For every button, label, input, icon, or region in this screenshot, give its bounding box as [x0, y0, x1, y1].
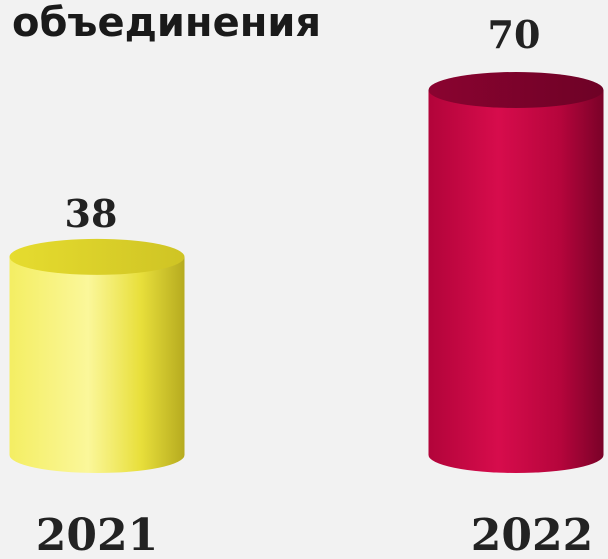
bar-2022: [428, 72, 604, 473]
bar-body-2022: [428, 90, 604, 473]
chart-title: объединения: [12, 0, 321, 46]
category-label-2022: 2022: [471, 510, 593, 559]
data-label-2021: 38: [65, 191, 118, 236]
bars-layer: 38 2021 70 2022: [9, 12, 604, 559]
bar-body-2021: [9, 256, 185, 473]
category-label-2021: 2021: [36, 510, 158, 559]
bar-top-2022: [428, 72, 604, 108]
bar-2021: [9, 238, 185, 473]
bar-top-2021: [9, 238, 185, 275]
data-label-2022: 70: [488, 12, 541, 57]
